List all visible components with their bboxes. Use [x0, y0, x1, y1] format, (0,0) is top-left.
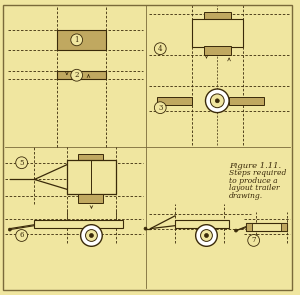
Text: Steps required: Steps required [229, 169, 286, 177]
Text: layout trailer: layout trailer [229, 184, 280, 192]
Circle shape [144, 227, 147, 230]
Bar [229, 97, 263, 105]
Bar [246, 223, 252, 231]
Circle shape [205, 234, 208, 237]
Bar [192, 19, 243, 47]
Circle shape [85, 230, 97, 241]
Text: 7: 7 [251, 236, 256, 245]
Circle shape [235, 229, 237, 232]
Bar [175, 220, 229, 228]
Bar [34, 220, 123, 228]
Bar [203, 12, 231, 22]
Circle shape [215, 99, 219, 103]
Text: 1: 1 [74, 36, 79, 44]
Circle shape [154, 102, 166, 114]
Circle shape [210, 94, 224, 108]
Circle shape [71, 69, 82, 81]
Bar [57, 71, 106, 79]
Circle shape [206, 89, 229, 113]
Bar [203, 46, 231, 55]
Bar [78, 154, 103, 163]
Bar [57, 30, 106, 50]
Text: Figure 1.11.: Figure 1.11. [229, 162, 281, 170]
Circle shape [16, 230, 28, 241]
Bar [67, 160, 116, 194]
Bar [246, 223, 287, 231]
Circle shape [196, 225, 217, 246]
Circle shape [8, 228, 11, 231]
Text: 4: 4 [158, 45, 163, 53]
Text: to produce a: to produce a [229, 176, 278, 184]
Circle shape [248, 235, 260, 246]
Circle shape [201, 230, 212, 241]
Text: 2: 2 [74, 71, 79, 79]
Circle shape [154, 43, 166, 55]
Text: 5: 5 [20, 159, 24, 167]
Bar [78, 194, 103, 203]
Circle shape [71, 34, 82, 46]
Circle shape [16, 157, 28, 169]
Bar [281, 223, 287, 231]
Bar [157, 97, 192, 105]
Text: 3: 3 [158, 104, 163, 112]
Text: drawing.: drawing. [229, 192, 263, 200]
Circle shape [89, 234, 93, 237]
Text: 6: 6 [20, 232, 24, 240]
Circle shape [81, 225, 102, 246]
